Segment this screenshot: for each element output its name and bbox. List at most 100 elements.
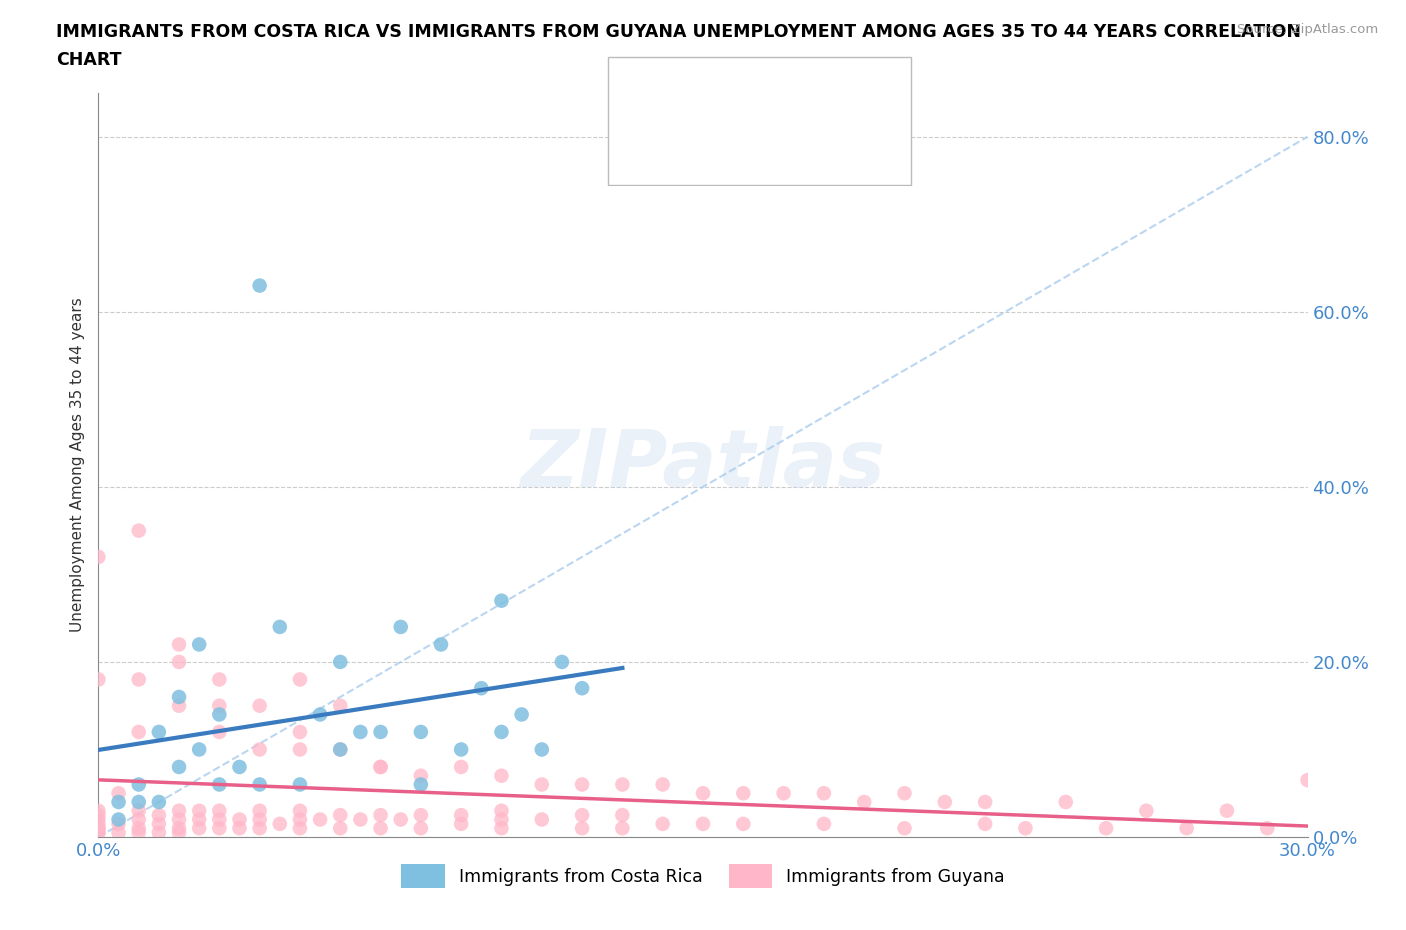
Point: [167, 655, 190, 670]
Point: [128, 804, 150, 818]
Point: [370, 807, 392, 822]
Text: R =  0.316   N =  34: R = 0.316 N = 34: [669, 83, 866, 100]
Text: ZIPatlas: ZIPatlas: [520, 426, 886, 504]
Point: [128, 825, 150, 840]
Point: [148, 807, 170, 822]
Point: [309, 812, 332, 827]
Point: [571, 821, 593, 836]
Point: [208, 812, 231, 827]
Point: [188, 804, 211, 818]
Point: [450, 807, 472, 822]
Point: [228, 760, 250, 775]
Point: [128, 672, 150, 687]
Point: [1014, 821, 1036, 836]
Point: [1256, 821, 1278, 836]
Point: [148, 794, 170, 809]
Point: [167, 804, 190, 818]
Point: [87, 807, 110, 822]
Point: [409, 821, 432, 836]
Point: [530, 777, 553, 792]
Point: [1135, 804, 1157, 818]
Point: [450, 817, 472, 831]
Point: [450, 742, 472, 757]
Point: [409, 777, 432, 792]
Bar: [617, 69, 657, 114]
Point: [530, 812, 553, 827]
Point: [409, 807, 432, 822]
Point: [167, 812, 190, 827]
Point: [188, 812, 211, 827]
Point: [772, 786, 794, 801]
Point: [1216, 804, 1239, 818]
Point: [491, 768, 513, 783]
Point: [1095, 821, 1118, 836]
Point: [491, 804, 513, 818]
Point: [1175, 821, 1198, 836]
Point: [329, 821, 352, 836]
Text: R =  0.063   N = 106: R = 0.063 N = 106: [669, 141, 873, 159]
Point: [87, 821, 110, 836]
Point: [571, 807, 593, 822]
Point: [249, 804, 271, 818]
Point: [612, 807, 634, 822]
Point: [87, 672, 110, 687]
Point: [128, 812, 150, 827]
Y-axis label: Unemployment Among Ages 35 to 44 years: Unemployment Among Ages 35 to 44 years: [69, 298, 84, 632]
Point: [167, 825, 190, 840]
Point: [87, 812, 110, 827]
Point: [974, 817, 997, 831]
Point: [87, 550, 110, 565]
Point: [491, 821, 513, 836]
Point: [188, 821, 211, 836]
Point: [733, 786, 755, 801]
Text: Source: ZipAtlas.com: Source: ZipAtlas.com: [1237, 23, 1378, 36]
Point: [269, 817, 291, 831]
Point: [733, 817, 755, 831]
Point: [288, 804, 311, 818]
Point: [389, 619, 412, 634]
FancyBboxPatch shape: [607, 57, 911, 185]
Point: [208, 724, 231, 739]
Point: [510, 707, 533, 722]
Point: [107, 794, 129, 809]
Point: [288, 724, 311, 739]
Point: [107, 786, 129, 801]
Point: [974, 794, 997, 809]
Point: [128, 821, 150, 836]
Point: [551, 655, 574, 670]
Point: [228, 812, 250, 827]
Point: [128, 524, 150, 538]
Text: CHART: CHART: [56, 51, 122, 69]
Point: [309, 707, 332, 722]
Point: [813, 786, 835, 801]
Point: [450, 760, 472, 775]
Point: [651, 817, 673, 831]
Point: [813, 817, 835, 831]
Point: [853, 794, 876, 809]
Point: [188, 637, 211, 652]
Point: [167, 637, 190, 652]
Point: [208, 672, 231, 687]
Point: [288, 777, 311, 792]
Point: [148, 825, 170, 840]
Point: [107, 817, 129, 831]
Point: [329, 742, 352, 757]
Point: [389, 812, 412, 827]
Point: [651, 777, 673, 792]
Point: [128, 724, 150, 739]
Point: [409, 768, 432, 783]
Point: [430, 637, 453, 652]
Point: [128, 777, 150, 792]
Bar: [617, 127, 657, 173]
Point: [249, 698, 271, 713]
Point: [288, 812, 311, 827]
Point: [893, 821, 915, 836]
Point: [370, 724, 392, 739]
Point: [167, 821, 190, 836]
Point: [167, 760, 190, 775]
Point: [107, 825, 129, 840]
Point: [329, 655, 352, 670]
Point: [249, 777, 271, 792]
Legend: Immigrants from Costa Rica, Immigrants from Guyana: Immigrants from Costa Rica, Immigrants f…: [395, 857, 1011, 896]
Point: [409, 724, 432, 739]
